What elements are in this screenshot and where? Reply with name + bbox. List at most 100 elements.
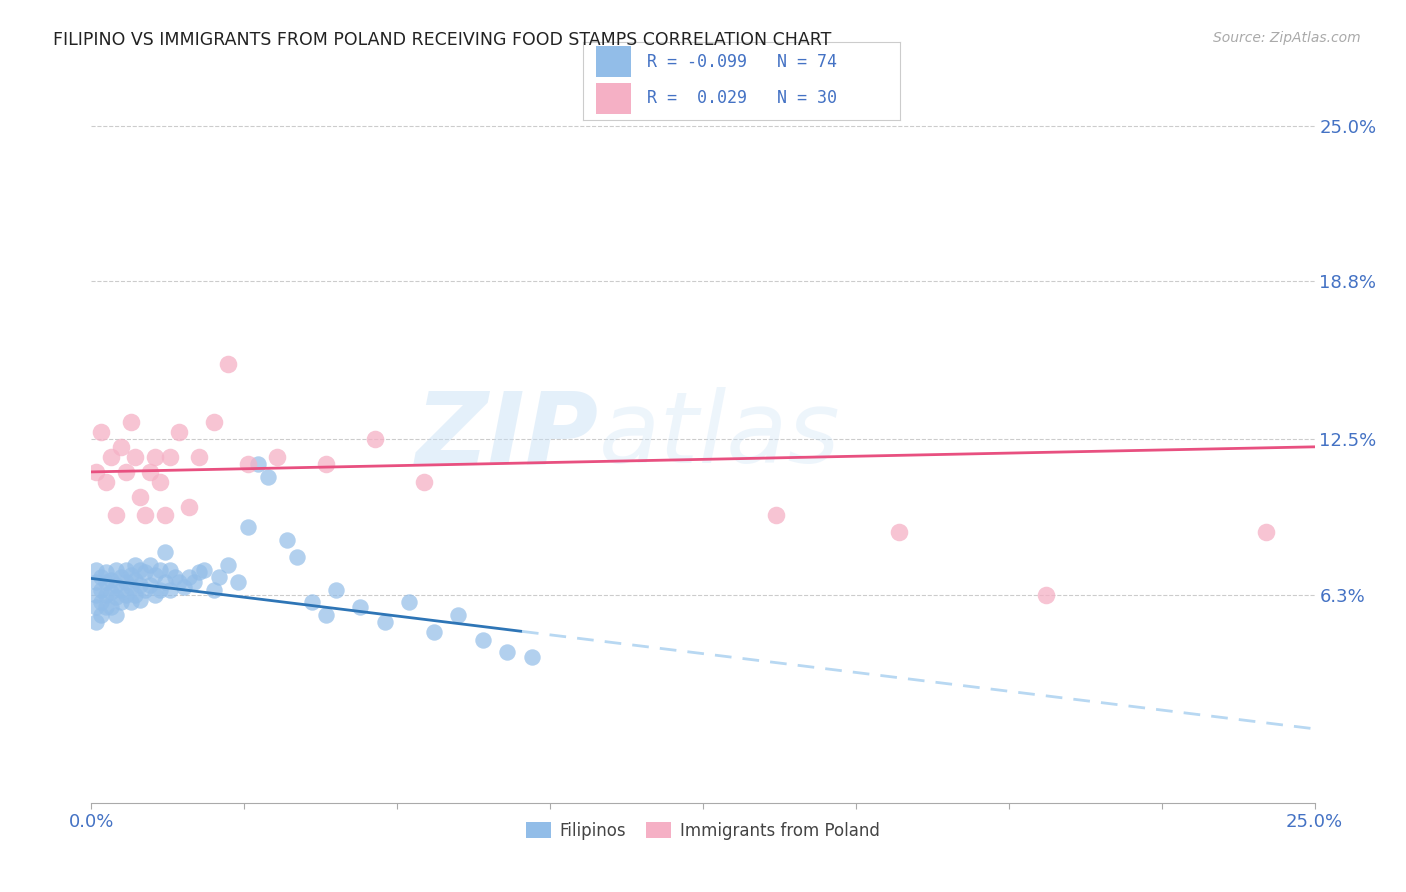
Text: R = -0.099   N = 74: R = -0.099 N = 74 — [647, 53, 837, 70]
Point — [90, 425, 112, 439]
Point — [90, 570, 112, 584]
Point — [193, 563, 215, 577]
Point — [143, 567, 166, 582]
Point — [447, 607, 470, 622]
Point — [114, 575, 136, 590]
Point — [110, 582, 132, 597]
Point — [100, 585, 122, 599]
Point — [183, 575, 205, 590]
Point — [94, 565, 117, 579]
Point — [110, 570, 132, 584]
Point — [246, 458, 269, 472]
Point — [84, 615, 107, 630]
Point — [110, 595, 132, 609]
Point — [1254, 524, 1277, 539]
Point — [104, 591, 127, 605]
Point — [149, 582, 172, 597]
Point — [120, 415, 142, 429]
Point — [149, 475, 172, 489]
Point — [374, 615, 396, 630]
Point — [1035, 588, 1057, 602]
Bar — [596, 45, 631, 78]
Point — [143, 588, 166, 602]
Point — [129, 563, 152, 577]
Point — [159, 450, 181, 464]
Point — [104, 607, 127, 622]
Point — [364, 433, 387, 447]
Text: FILIPINO VS IMMIGRANTS FROM POLAND RECEIVING FOOD STAMPS CORRELATION CHART: FILIPINO VS IMMIGRANTS FROM POLAND RECEI… — [53, 31, 832, 49]
Point — [202, 415, 225, 429]
Point — [276, 533, 298, 547]
Point — [120, 595, 142, 609]
Point — [520, 650, 543, 665]
Point — [110, 440, 132, 454]
Point — [349, 600, 371, 615]
Point — [90, 595, 112, 609]
Point — [163, 570, 186, 584]
Point — [423, 625, 446, 640]
Legend: Filipinos, Immigrants from Poland: Filipinos, Immigrants from Poland — [520, 815, 886, 847]
Point — [100, 573, 122, 587]
Text: ZIP: ZIP — [416, 387, 599, 484]
Point — [124, 573, 146, 587]
Point — [153, 575, 176, 590]
Point — [169, 575, 191, 590]
Point — [159, 563, 181, 577]
Point — [84, 575, 107, 590]
Point — [114, 588, 136, 602]
Point — [90, 607, 112, 622]
Point — [114, 465, 136, 479]
Point — [129, 490, 152, 504]
Point — [104, 563, 127, 577]
Point — [496, 645, 519, 659]
Point — [139, 558, 162, 572]
Point — [188, 450, 211, 464]
Point — [84, 465, 107, 479]
Point — [413, 475, 436, 489]
Point — [134, 508, 156, 522]
Point — [129, 578, 152, 592]
Point — [139, 465, 162, 479]
Point — [236, 520, 259, 534]
Point — [179, 570, 201, 584]
Point — [169, 425, 191, 439]
Point — [104, 508, 127, 522]
Point — [315, 458, 337, 472]
Point — [84, 588, 107, 602]
Point — [325, 582, 347, 597]
Point — [120, 580, 142, 594]
Point — [173, 580, 195, 594]
Point — [129, 592, 152, 607]
Point — [159, 582, 181, 597]
Point — [84, 563, 107, 577]
Point — [84, 600, 107, 615]
Point — [100, 450, 122, 464]
Point — [139, 578, 162, 592]
Point — [236, 458, 259, 472]
Point — [315, 607, 337, 622]
Bar — [596, 83, 631, 114]
Point — [143, 450, 166, 464]
Point — [94, 588, 117, 602]
Point — [226, 575, 249, 590]
Point — [301, 595, 323, 609]
Point — [124, 558, 146, 572]
Point — [134, 582, 156, 597]
Point — [94, 600, 117, 615]
Point — [285, 550, 308, 565]
Point — [124, 450, 146, 464]
Text: atlas: atlas — [599, 387, 841, 484]
Point — [217, 357, 239, 371]
Point — [765, 508, 787, 522]
Point — [153, 508, 176, 522]
Text: Source: ZipAtlas.com: Source: ZipAtlas.com — [1213, 31, 1361, 45]
Point — [100, 600, 122, 615]
Point — [90, 582, 112, 597]
Point — [134, 565, 156, 579]
Point — [202, 582, 225, 597]
Point — [471, 632, 494, 647]
Point — [104, 578, 127, 592]
Point — [124, 588, 146, 602]
Point — [266, 450, 288, 464]
Point — [256, 470, 278, 484]
